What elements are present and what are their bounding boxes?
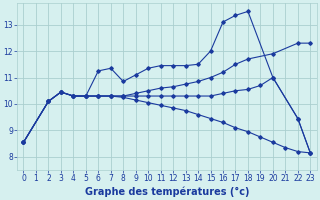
X-axis label: Graphe des températures (°c): Graphe des températures (°c) bbox=[85, 186, 249, 197]
